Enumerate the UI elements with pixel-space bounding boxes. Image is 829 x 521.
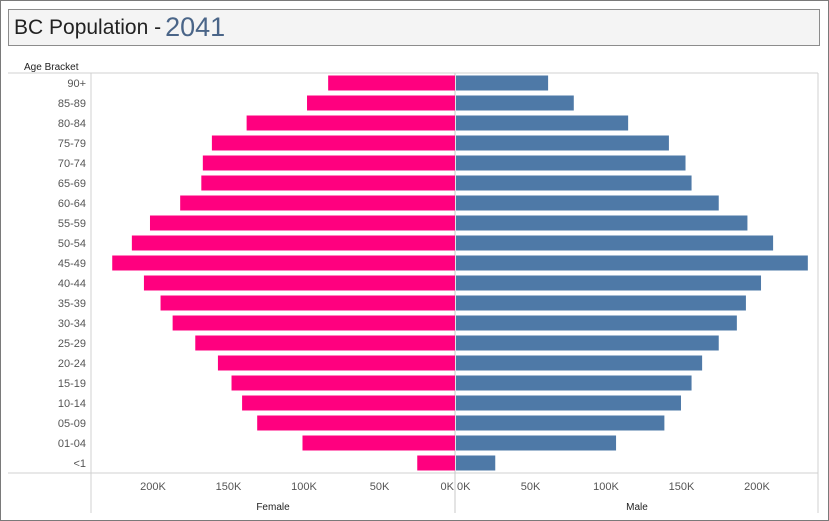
age-bracket-label: 01-04 [58, 438, 86, 450]
female-axis-tick-label: 100K [291, 481, 317, 493]
male-bar [456, 175, 692, 191]
age-bracket-label: 25-29 [58, 338, 86, 350]
age-bracket-label: 15-19 [58, 378, 86, 390]
tick-labels: 200K 150K 100K 50K 0K 0K 50K 100K 150K 200K Female… [140, 481, 770, 513]
male-bar [456, 315, 737, 331]
female-bar [231, 375, 455, 391]
age-bracket-label: 80-84 [58, 118, 86, 130]
female-bar [195, 335, 455, 351]
female-axis-tick-label: 200K [140, 481, 166, 493]
male-axis-title: Male [626, 502, 648, 513]
male-bar [456, 255, 808, 271]
male-axis-tick-label: 100K [593, 481, 619, 493]
female-bar [112, 255, 455, 271]
age-bracket-label: 45-49 [58, 258, 86, 270]
male-axis-tick-label: 200K [744, 481, 770, 493]
male-bar [456, 355, 703, 371]
female-axis-tick-label: 0K [441, 481, 455, 493]
row-labels: Age Bracket 90+ 85-89 80-84 75-79 70-74 65-69 6… [24, 62, 86, 470]
female-bar [417, 455, 455, 471]
age-bracket-label: 40-44 [58, 278, 86, 290]
title-box: BC Population - 2041 [8, 9, 820, 46]
male-bar [456, 295, 746, 311]
female-bar [180, 195, 455, 211]
chart-title-year: 2041 [165, 12, 226, 42]
row-header-label: Age Bracket [24, 62, 79, 73]
female-bar [149, 215, 456, 231]
male-bar [456, 215, 748, 231]
chart-title: BC Population - [14, 15, 162, 39]
male-bar [456, 375, 692, 391]
age-bracket-label: 35-39 [58, 298, 86, 310]
male-bar [456, 95, 574, 111]
age-bracket-label: 20-24 [58, 358, 86, 370]
male-axis-tick-label: 0K [457, 481, 471, 493]
female-axis-tick-label: 50K [370, 481, 390, 493]
male-bar [456, 115, 629, 131]
age-bracket-label: 85-89 [58, 98, 86, 110]
male-bar [456, 335, 719, 351]
age-bracket-label: 70-74 [58, 158, 86, 170]
age-bracket-label: 30-34 [58, 318, 86, 330]
female-bar [131, 235, 456, 251]
male-bar [456, 155, 686, 171]
female-bar [257, 415, 455, 431]
female-bar [143, 275, 455, 291]
age-bracket-label: 10-14 [58, 398, 86, 410]
female-bar [328, 75, 455, 91]
female-bar [160, 295, 456, 311]
bars [112, 75, 808, 471]
age-bracket-label: 50-54 [58, 238, 86, 250]
female-bar [172, 315, 455, 331]
male-axis-tick-label: 50K [521, 481, 541, 493]
male-bar [456, 135, 669, 151]
male-axis-tick-label: 150K [669, 481, 695, 493]
female-bar [307, 95, 455, 111]
female-bar [211, 135, 455, 151]
female-bar [217, 355, 455, 371]
male-bar [456, 275, 762, 291]
male-bar [456, 455, 496, 471]
female-axis-title: Female [256, 502, 290, 513]
male-bar [456, 415, 665, 431]
female-bar [302, 435, 455, 451]
female-bar [201, 175, 455, 191]
age-bracket-label: 65-69 [58, 178, 86, 190]
male-bar [456, 195, 719, 211]
age-bracket-label: 75-79 [58, 138, 86, 150]
male-bar [456, 395, 681, 411]
age-bracket-label: <1 [73, 458, 86, 470]
female-axis-tick-label: 150K [216, 481, 242, 493]
age-bracket-label: 05-09 [58, 418, 86, 430]
male-bar [456, 235, 774, 251]
female-bar [242, 395, 455, 411]
age-bracket-label: 90+ [67, 78, 86, 90]
female-bar [246, 115, 455, 131]
age-bracket-label: 60-64 [58, 198, 86, 210]
male-bar [456, 75, 549, 91]
female-bar [202, 155, 455, 171]
male-bar [456, 435, 617, 451]
age-bracket-label: 55-59 [58, 218, 86, 230]
